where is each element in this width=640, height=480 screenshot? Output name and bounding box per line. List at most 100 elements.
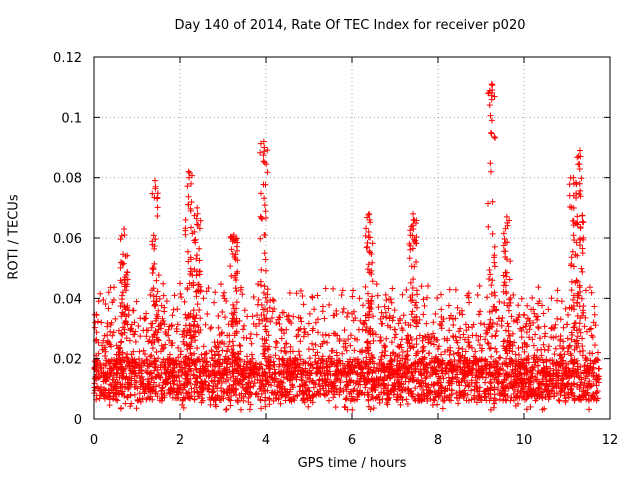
data-point bbox=[277, 400, 284, 407]
data-point bbox=[535, 379, 542, 386]
data-point bbox=[579, 212, 586, 219]
data-point bbox=[215, 313, 222, 320]
data-point bbox=[375, 304, 382, 311]
data-point bbox=[305, 320, 312, 327]
data-point bbox=[276, 321, 283, 328]
data-point bbox=[237, 343, 244, 350]
data-point bbox=[262, 403, 269, 410]
data-point bbox=[118, 232, 125, 239]
data-point bbox=[107, 381, 114, 388]
data-point bbox=[450, 350, 457, 357]
data-point bbox=[485, 276, 492, 283]
data-point bbox=[339, 309, 346, 316]
y-axis-label: ROTI / TECUs bbox=[6, 194, 22, 280]
data-point bbox=[188, 385, 195, 392]
data-point bbox=[191, 396, 198, 403]
data-point bbox=[510, 291, 517, 298]
data-point bbox=[252, 391, 259, 398]
data-point bbox=[522, 323, 529, 330]
y-tick-label: 0.06 bbox=[53, 232, 82, 247]
data-point bbox=[261, 283, 268, 290]
data-point bbox=[190, 307, 197, 314]
data-point bbox=[194, 345, 201, 352]
data-point bbox=[406, 255, 413, 262]
data-point bbox=[177, 280, 184, 287]
data-point bbox=[143, 333, 150, 340]
data-point bbox=[253, 331, 260, 338]
data-point bbox=[487, 168, 494, 175]
data-point bbox=[155, 307, 162, 314]
data-point bbox=[266, 401, 273, 408]
data-point bbox=[396, 315, 403, 322]
y-tick-label: 0.02 bbox=[53, 353, 82, 368]
data-point bbox=[147, 393, 154, 400]
y-tick-label: 0.12 bbox=[53, 51, 82, 66]
data-point bbox=[140, 347, 147, 354]
y-tick-label: 0.04 bbox=[53, 292, 82, 307]
data-point bbox=[262, 232, 269, 239]
data-point bbox=[591, 311, 598, 318]
data-point bbox=[555, 377, 562, 384]
data-point bbox=[491, 259, 498, 266]
data-point bbox=[148, 352, 155, 359]
data-point bbox=[362, 232, 369, 239]
data-point bbox=[176, 378, 183, 385]
data-point bbox=[149, 396, 156, 403]
data-point bbox=[295, 327, 302, 334]
data-point bbox=[404, 339, 411, 346]
data-point bbox=[241, 307, 248, 314]
data-point bbox=[474, 379, 481, 386]
data-point bbox=[399, 349, 406, 356]
data-point bbox=[338, 292, 345, 299]
data-point bbox=[364, 339, 371, 346]
data-point bbox=[431, 397, 438, 404]
data-point bbox=[140, 376, 147, 383]
data-point bbox=[243, 385, 250, 392]
data-point bbox=[569, 390, 576, 397]
data-point bbox=[409, 308, 416, 315]
data-point bbox=[369, 259, 376, 266]
x-tick-label: 6 bbox=[348, 433, 356, 448]
data-point bbox=[300, 396, 307, 403]
data-point bbox=[505, 323, 512, 330]
data-point bbox=[554, 287, 561, 294]
data-point bbox=[580, 219, 587, 226]
data-point bbox=[576, 147, 583, 154]
data-point bbox=[556, 397, 563, 404]
data-point bbox=[570, 232, 577, 239]
data-point bbox=[145, 338, 152, 345]
data-point bbox=[476, 282, 483, 289]
data-point bbox=[545, 306, 552, 313]
data-point bbox=[501, 391, 508, 398]
data-point bbox=[521, 348, 528, 355]
data-point bbox=[529, 294, 536, 301]
data-point bbox=[445, 302, 452, 309]
data-point bbox=[475, 311, 482, 318]
data-point bbox=[212, 289, 219, 296]
data-point bbox=[321, 315, 328, 322]
data-point bbox=[160, 292, 167, 299]
data-point bbox=[403, 396, 410, 403]
data-point bbox=[421, 302, 428, 309]
data-point bbox=[369, 240, 376, 247]
data-point bbox=[295, 326, 302, 333]
data-point bbox=[207, 325, 214, 332]
data-point bbox=[434, 401, 441, 408]
data-point bbox=[211, 299, 218, 306]
data-point bbox=[489, 230, 496, 237]
data-point bbox=[160, 280, 167, 287]
data-point bbox=[262, 267, 269, 274]
data-point bbox=[370, 337, 377, 344]
data-point bbox=[487, 160, 494, 167]
data-point bbox=[488, 130, 495, 137]
data-point bbox=[222, 314, 229, 321]
data-point bbox=[217, 281, 224, 288]
data-point bbox=[301, 325, 308, 332]
y-tick-label: 0.08 bbox=[53, 172, 82, 187]
data-point bbox=[591, 303, 598, 310]
data-point bbox=[492, 332, 499, 339]
data-point bbox=[524, 302, 531, 309]
data-point bbox=[124, 393, 131, 400]
data-point bbox=[257, 282, 264, 289]
data-point bbox=[594, 349, 601, 356]
